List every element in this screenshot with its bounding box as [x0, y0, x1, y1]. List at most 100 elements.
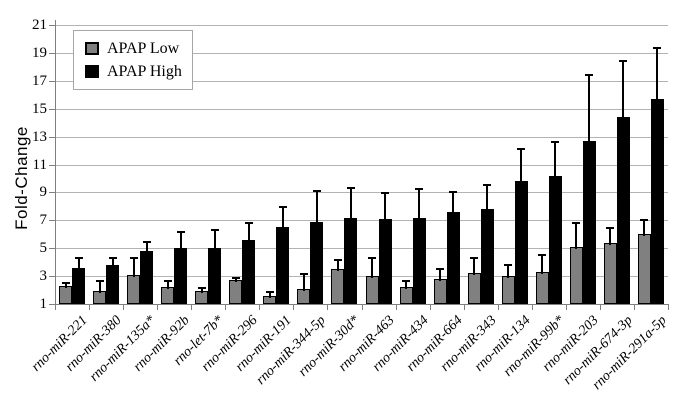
error-bar [166, 280, 169, 290]
x-tick [157, 305, 159, 310]
bar-apap-high [412, 217, 426, 304]
y-tick [49, 164, 55, 166]
legend: APAP Low APAP High [73, 30, 193, 90]
y-axis-line [55, 20, 56, 304]
error-bar-cap [74, 256, 83, 259]
x-tick [89, 305, 91, 310]
error-bar-cap [415, 188, 424, 191]
bar-apap-low [569, 246, 583, 304]
error-bar-cap [619, 59, 628, 62]
bar-apap-low [501, 276, 515, 304]
x-tick [599, 305, 601, 310]
x-tick [225, 305, 227, 310]
error-bar-cap [210, 228, 219, 231]
apap-low-swatch-icon [85, 42, 99, 55]
error-bar [132, 256, 135, 277]
bar-apap-high [582, 140, 596, 304]
bar-apap-low [603, 242, 617, 304]
x-tick [633, 305, 635, 310]
error-bar-cap [333, 259, 342, 262]
bar-apap-high [480, 209, 494, 304]
x-tick [497, 305, 499, 310]
bar-apap-low [637, 234, 651, 304]
gridline [55, 80, 668, 82]
bar-apap-high [276, 227, 290, 304]
bar-apap-low [59, 285, 73, 304]
y-tick [49, 304, 55, 305]
error-bar [384, 192, 387, 221]
error-bar [111, 256, 114, 267]
bar-apap-high [72, 267, 86, 304]
x-tick [565, 305, 567, 310]
error-bar [98, 280, 101, 294]
bar-apap-high [378, 218, 392, 304]
x-tick [123, 305, 125, 310]
bar-apap-low [161, 287, 175, 304]
gridline [55, 164, 668, 166]
error-bar-cap [538, 253, 547, 256]
gridline [55, 220, 668, 222]
legend-item-apap-low: APAP Low [74, 40, 192, 58]
error-bar-cap [517, 147, 526, 150]
gridline [55, 108, 668, 110]
y-tick [49, 108, 55, 110]
error-bar-cap [640, 218, 649, 221]
gridline [55, 52, 668, 54]
y-tick [49, 192, 55, 194]
y-tick [49, 276, 55, 278]
x-tick [293, 305, 295, 310]
x-tick [395, 305, 397, 310]
y-tick-label: 1 [39, 296, 48, 312]
error-bar-cap [449, 191, 458, 193]
error-bar-cap [572, 221, 581, 224]
y-tick [49, 248, 55, 250]
x-tick [463, 305, 465, 310]
bar-apap-low [127, 274, 141, 304]
x-tick [361, 305, 363, 310]
error-bar [145, 241, 148, 253]
y-tick [49, 52, 55, 54]
error-bar [520, 147, 523, 184]
gridline [55, 25, 668, 26]
error-bar-cap [95, 280, 104, 283]
x-tick [429, 305, 431, 310]
bar-apap-high [310, 221, 324, 304]
error-bar [418, 188, 421, 220]
bar-apap-low [535, 271, 549, 304]
error-bar [247, 221, 250, 242]
y-tick-label: 15 [32, 100, 47, 117]
error-bar-cap [142, 241, 151, 244]
x-tick [531, 305, 533, 310]
y-tick [49, 136, 55, 138]
error-bar [622, 59, 625, 120]
error-bar-cap [108, 256, 117, 259]
y-tick-label: 3 [39, 268, 48, 285]
bar-apap-low [331, 269, 345, 304]
error-bar-cap [176, 231, 185, 234]
error-bar [609, 227, 612, 245]
error-bar [656, 47, 659, 101]
bar-apap-high [140, 250, 154, 304]
error-bar-cap [381, 192, 390, 195]
error-bar-cap [483, 184, 492, 187]
bar-apap-low [399, 287, 413, 304]
error-bar [268, 291, 271, 298]
error-bar [554, 140, 557, 178]
bar-apap-high [446, 211, 460, 304]
y-tick-label: 21 [32, 17, 47, 33]
error-bar-cap [551, 140, 560, 143]
bar-apap-high [174, 248, 188, 304]
error-bar-cap [244, 221, 253, 224]
error-bar [302, 273, 305, 291]
error-bar [234, 277, 237, 283]
error-bar [405, 280, 408, 290]
error-bar-cap [129, 256, 138, 259]
bar-apap-high [242, 239, 256, 304]
y-tick-label: 17 [32, 72, 47, 89]
bar-apap-high [650, 98, 664, 304]
error-bar [507, 263, 510, 279]
bar-apap-high [616, 117, 630, 304]
error-bar-cap [299, 273, 308, 276]
bar-apap-high [208, 248, 222, 304]
